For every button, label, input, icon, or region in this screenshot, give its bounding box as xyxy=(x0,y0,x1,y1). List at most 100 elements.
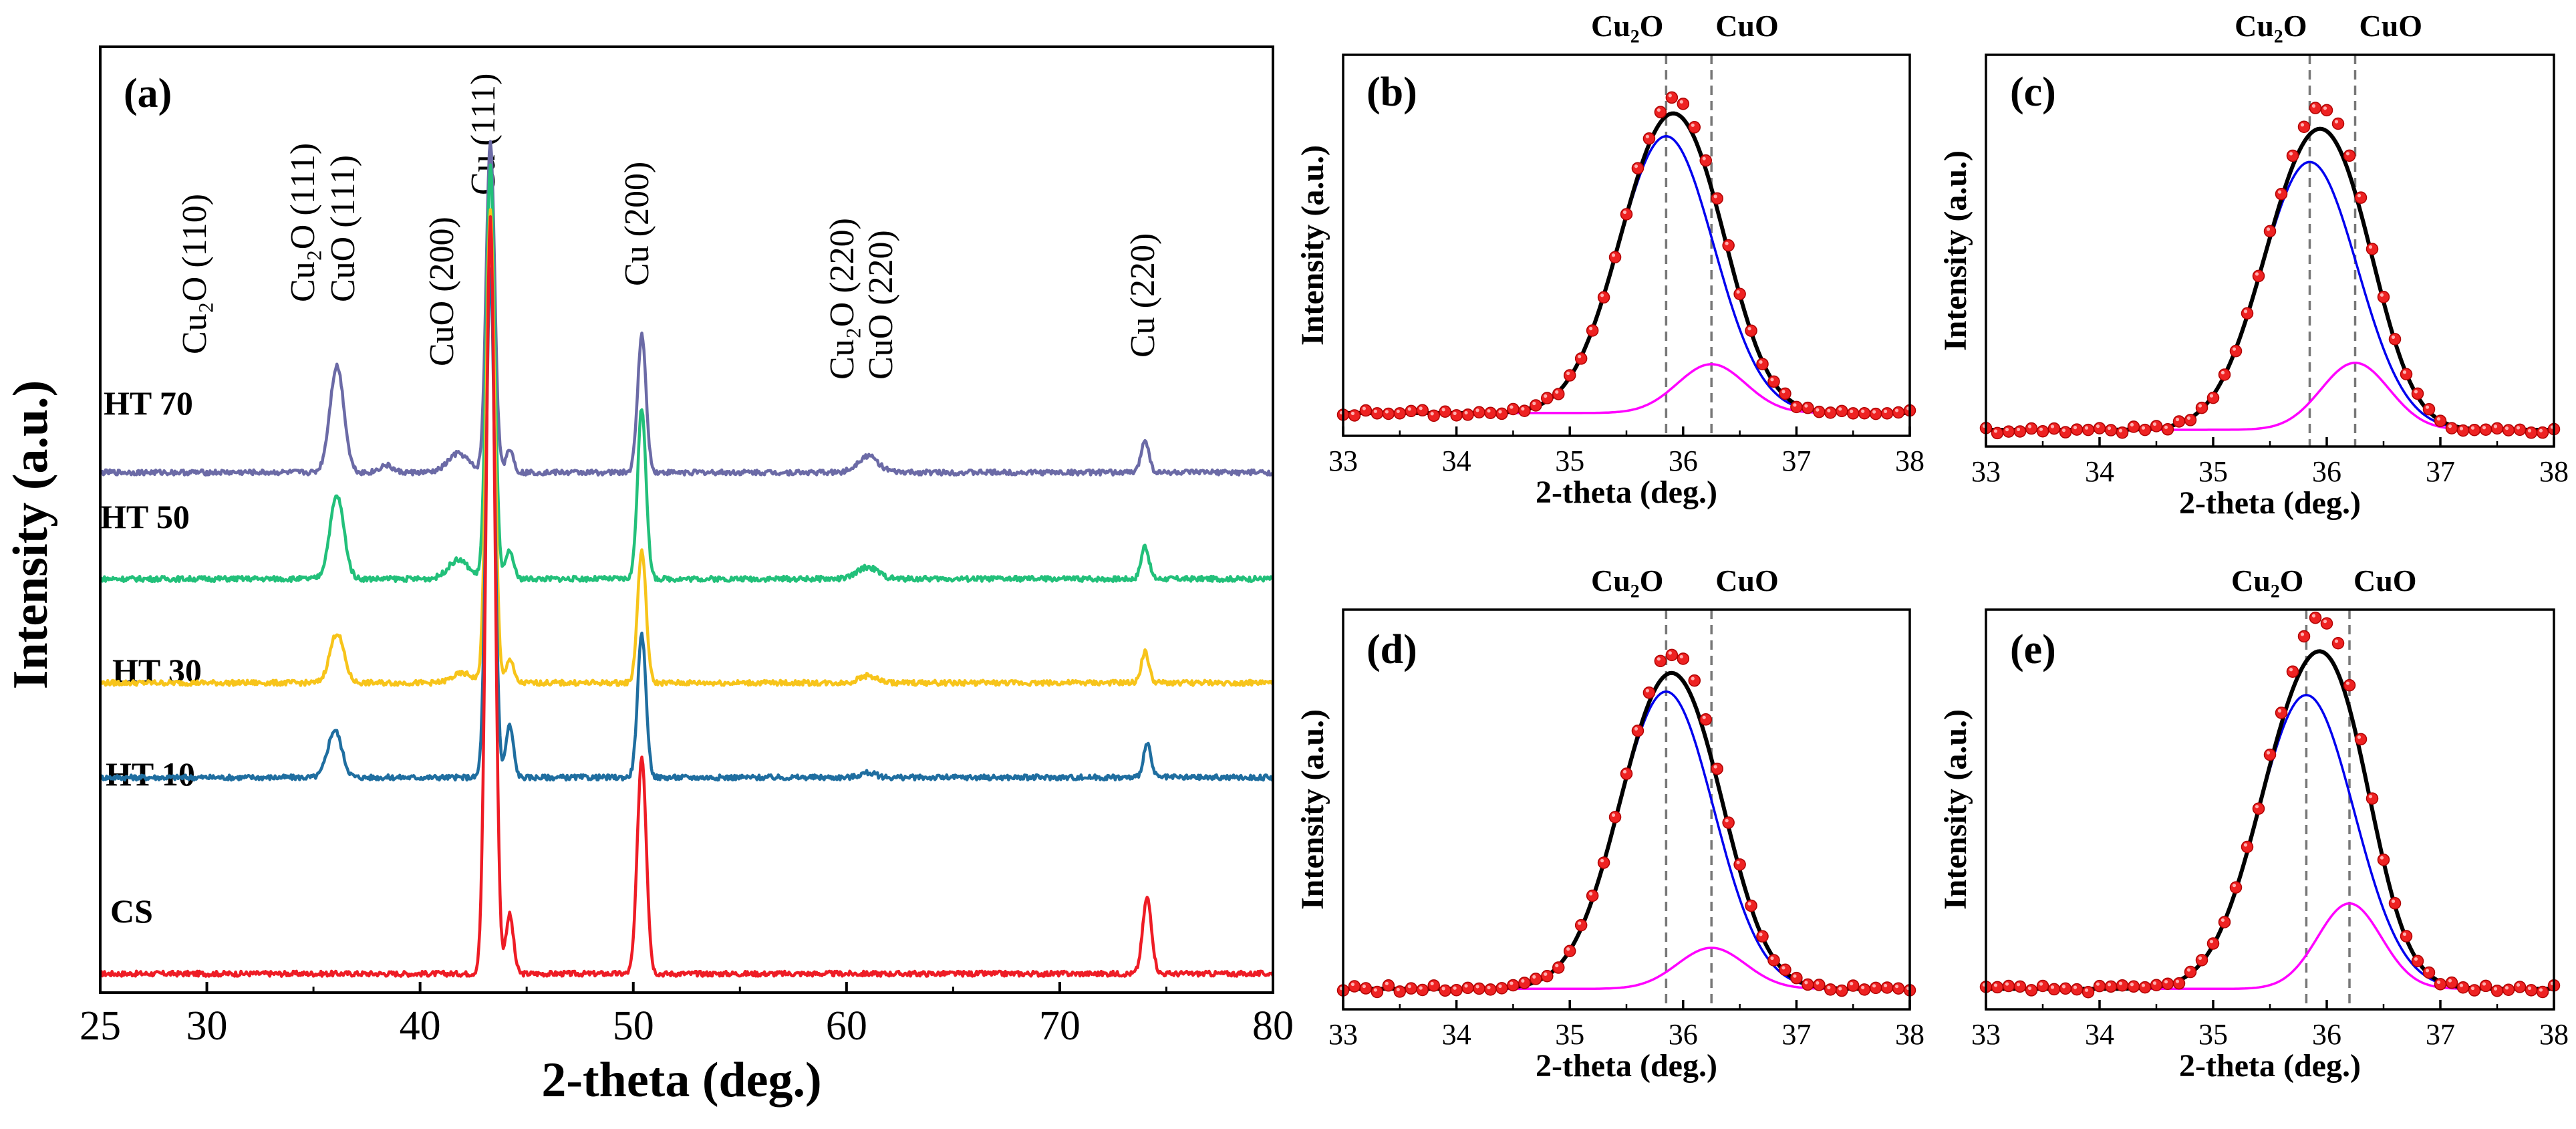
data-point-highlight xyxy=(2039,982,2043,986)
data-point-highlight xyxy=(1850,981,1854,986)
data-point-highlight xyxy=(2300,632,2305,636)
data-point-highlight xyxy=(2482,426,2486,430)
data-point-highlight xyxy=(2232,884,2237,888)
data-point-highlight xyxy=(1850,409,1854,413)
data-point-highlight xyxy=(2436,980,2441,984)
x-axis-title-a: 2-theta (deg.) xyxy=(541,1053,821,1108)
data-point xyxy=(1642,686,1656,699)
data-point xyxy=(1507,402,1520,416)
data-point xyxy=(2241,840,2254,854)
data-point xyxy=(1586,889,1599,902)
data-point xyxy=(2388,333,2402,346)
data-point-highlight xyxy=(1634,727,1638,731)
data-point xyxy=(2229,881,2243,894)
data-point-highlight xyxy=(1566,947,1570,951)
data-point xyxy=(1393,985,1407,998)
sample-label-ht50: HT 50 xyxy=(100,498,190,535)
data-point xyxy=(2536,985,2549,999)
data-point xyxy=(2388,897,2402,910)
x-tick-label: 33 xyxy=(1971,1018,2001,1051)
data-point xyxy=(1767,954,1780,967)
data-point-highlight xyxy=(2493,424,2498,428)
data-point-highlight xyxy=(1441,408,1445,412)
data-point-highlight xyxy=(1713,765,1717,769)
data-point xyxy=(2490,422,2504,435)
data-point-highlight xyxy=(1555,390,1559,394)
data-point-highlight xyxy=(2050,424,2055,428)
data-point-highlight xyxy=(2448,979,2452,983)
data-point xyxy=(1405,404,1418,418)
x-tick-label-a: 30 xyxy=(186,1003,228,1049)
data-point-highlight xyxy=(1475,408,1479,412)
data-point xyxy=(1574,918,1588,932)
data-point-highlight xyxy=(2539,428,2543,432)
data-point-highlight xyxy=(2027,986,2032,991)
data-point-highlight xyxy=(1373,988,1377,992)
data-point-highlight xyxy=(1861,409,1865,413)
data-point xyxy=(1348,980,1361,993)
data-point xyxy=(2502,983,2515,996)
panel-e: Cu₂O CuO 33 34 35 36 37 38 (e) 2-theta (deg.) Inte… xyxy=(1938,563,2569,1084)
data-point xyxy=(2513,423,2527,436)
data-point-highlight xyxy=(2152,981,2157,985)
data-point xyxy=(2127,980,2140,993)
data-point xyxy=(1382,979,1395,992)
data-point-highlight xyxy=(1475,985,1479,989)
data-point xyxy=(2366,243,2379,255)
data-point xyxy=(2263,225,2277,238)
data-point xyxy=(1733,858,1746,871)
data-point xyxy=(1745,899,1757,912)
data-point-highlight xyxy=(2414,957,2418,961)
data-point xyxy=(2195,954,2208,967)
peak-label-cu2o-110: Cu₂O (110) xyxy=(176,194,214,354)
data-point-highlight xyxy=(1645,134,1650,138)
data-point-highlight xyxy=(1544,394,1548,398)
data-point-highlight xyxy=(1510,981,1514,985)
panel-a: (a) Intensity (a.u.) 2-theta (deg.) Cu₂O… xyxy=(3,45,1294,1108)
data-point xyxy=(2161,977,2174,990)
data-point-highlight xyxy=(2448,424,2452,428)
data-point xyxy=(2104,424,2118,436)
data-point xyxy=(1530,399,1542,412)
data-point-highlight xyxy=(1804,404,1808,408)
data-point xyxy=(1880,407,1894,420)
panel-b: Cu₂O CuO 33 34 35 36 37 38 (b) 2-theta (deg.) Inte… xyxy=(1295,9,1924,510)
panel-label: (d) xyxy=(1367,627,1417,672)
data-point-highlight xyxy=(2175,417,2180,422)
data-point xyxy=(2082,423,2095,436)
data-point-highlight xyxy=(2118,428,2123,432)
data-point-highlight xyxy=(2118,981,2123,985)
data-point xyxy=(2297,630,2311,643)
data-point-highlight xyxy=(1373,409,1377,413)
data-point xyxy=(1608,811,1622,824)
data-point xyxy=(2070,423,2084,436)
data-point-highlight xyxy=(1827,408,1831,412)
x-tick-label-a: 60 xyxy=(826,1003,867,1049)
x-tick-label-a: 40 xyxy=(400,1003,441,1049)
data-point xyxy=(2229,344,2243,358)
data-point xyxy=(2377,853,2390,866)
data-point xyxy=(1439,405,1451,418)
data-point-highlight xyxy=(1544,972,1548,976)
data-point xyxy=(2445,422,2458,434)
data-point xyxy=(1495,982,1508,995)
data-point-highlight xyxy=(2505,986,2509,990)
data-point xyxy=(1846,407,1860,420)
data-point-highlight xyxy=(2425,405,2430,409)
data-point xyxy=(2138,981,2152,994)
data-point xyxy=(1835,984,1848,997)
data-point-highlight xyxy=(1894,985,1899,989)
data-point xyxy=(1642,132,1656,145)
data-point xyxy=(1722,239,1735,252)
data-point xyxy=(1722,816,1735,829)
data-point-highlight xyxy=(2073,425,2078,430)
data-point xyxy=(2127,420,2140,433)
x-axis-title: 2-theta (deg.) xyxy=(2179,485,2361,521)
x-tick-label-a: 70 xyxy=(1039,1003,1081,1049)
data-point-highlight xyxy=(2232,347,2237,351)
data-point-highlight xyxy=(1589,326,1593,331)
data-point-highlight xyxy=(1725,241,1729,245)
data-point xyxy=(2195,401,2208,414)
x-tick-label: 35 xyxy=(1555,1018,1584,1051)
